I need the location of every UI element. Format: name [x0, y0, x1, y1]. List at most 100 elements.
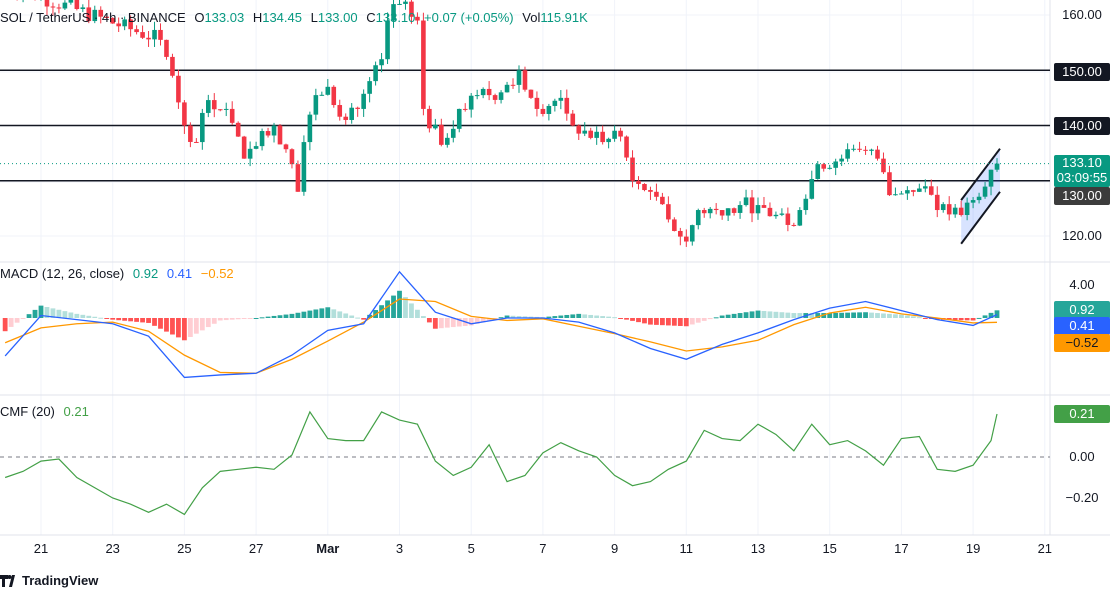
macd-signal-line — [4, 298, 998, 374]
macd-histogram-bar — [677, 318, 683, 326]
time-tick: 19 — [965, 541, 981, 556]
candle — [612, 130, 617, 139]
candle — [761, 205, 767, 208]
macd-histogram-bar — [899, 314, 904, 318]
candle — [779, 213, 785, 215]
candle — [672, 219, 677, 231]
candle — [504, 84, 510, 93]
macd-histogram-bar — [970, 318, 976, 321]
candle — [200, 112, 205, 143]
candle — [289, 149, 295, 165]
candle — [128, 19, 133, 30]
macd-line-tag: 0.41 — [1054, 317, 1110, 335]
cmf-title[interactable]: CMF (20) — [0, 404, 55, 419]
macd-histogram-bar — [450, 318, 456, 328]
candle — [265, 131, 271, 136]
candle — [110, 17, 115, 24]
macd-title[interactable]: MACD (12, 26, close) — [0, 266, 125, 281]
candle — [827, 167, 832, 169]
macd-histogram-bar — [546, 316, 552, 318]
candle — [182, 102, 187, 126]
close-value: C133.10 — [366, 10, 416, 25]
macd-histogram-bar — [367, 314, 373, 318]
candle — [522, 70, 528, 90]
macd-histogram-bar — [307, 310, 313, 318]
candle — [660, 196, 665, 205]
candle — [194, 141, 199, 143]
macd-histogram-bar — [576, 313, 582, 318]
candle — [313, 95, 319, 115]
tradingview-logo[interactable]: TradingView — [0, 573, 98, 588]
macd-histogram-bar — [247, 318, 253, 319]
macd-histogram-bar — [325, 307, 331, 318]
candle — [253, 146, 259, 149]
candle — [206, 100, 211, 113]
candle — [851, 148, 856, 150]
macd-histogram-bar — [839, 312, 845, 318]
candle — [146, 37, 151, 40]
candle — [176, 75, 181, 103]
symbol-title[interactable]: SOL / TetherUS · 4h · BINANCE — [0, 10, 186, 25]
candle — [462, 108, 468, 110]
candle — [170, 56, 175, 76]
macd-histogram-bar — [875, 313, 880, 318]
macd-histogram-bar — [588, 314, 594, 318]
candle — [934, 194, 940, 211]
macd-histogram-bar — [199, 318, 205, 331]
macd-histogram-bar — [695, 318, 701, 323]
candle — [86, 7, 92, 22]
candle — [331, 86, 337, 106]
candle — [666, 204, 671, 220]
time-tick: 21 — [33, 541, 49, 556]
macd-histogram-bar — [707, 318, 713, 320]
macd-histogram-bar — [958, 318, 964, 321]
candle — [654, 191, 659, 197]
candle — [74, 0, 80, 10]
tradingview-logo-icon — [0, 574, 15, 587]
macd-histogram-bar — [791, 313, 797, 318]
candle — [271, 125, 277, 136]
macd-histogram-bar — [671, 318, 677, 326]
candle — [940, 204, 946, 211]
macd-histogram-bar — [893, 314, 898, 318]
candle — [791, 224, 797, 226]
candle — [62, 2, 68, 9]
low-value: L133.00 — [310, 10, 358, 25]
level-label-150: 150.00 — [1054, 63, 1110, 81]
macd-histogram-bar — [80, 314, 86, 318]
macd-histogram-bar — [170, 318, 175, 335]
macd-histogram-bar — [468, 318, 474, 326]
candle — [911, 190, 916, 192]
candle — [98, 9, 104, 17]
macd-histogram-bar — [952, 318, 958, 321]
volume-value: Vol115.91K — [522, 10, 588, 25]
macd-histogram-bar — [140, 318, 145, 323]
macd-pane — [2, 270, 1000, 379]
macd-histogram-bar — [809, 313, 815, 318]
candle — [773, 214, 779, 217]
candle — [217, 109, 223, 111]
macd-histogram-bar — [731, 313, 737, 318]
macd-histogram-bar — [391, 295, 396, 318]
candle — [749, 197, 755, 214]
macd-histogram-bar — [14, 318, 20, 323]
macd-line-value: 0.41 — [166, 266, 193, 281]
macd-histogram-bar — [654, 318, 659, 325]
macd-histogram-bar — [271, 315, 277, 318]
candle — [917, 188, 922, 192]
macd-histogram-bar — [68, 312, 74, 318]
macd-histogram-bar — [134, 318, 139, 322]
candle — [576, 125, 582, 134]
macd-histogram-bar — [152, 318, 157, 326]
macd-histogram-bar — [295, 312, 301, 318]
candle — [976, 196, 982, 201]
candle — [116, 23, 121, 27]
candle — [104, 16, 110, 18]
macd-histogram-bar — [217, 318, 223, 321]
macd-histogram-bar — [713, 317, 719, 319]
candle — [767, 207, 773, 217]
macd-histogram-bar — [558, 315, 564, 318]
cmf-tag: 0.21 — [1054, 405, 1110, 423]
macd-histogram-bar — [857, 312, 862, 318]
